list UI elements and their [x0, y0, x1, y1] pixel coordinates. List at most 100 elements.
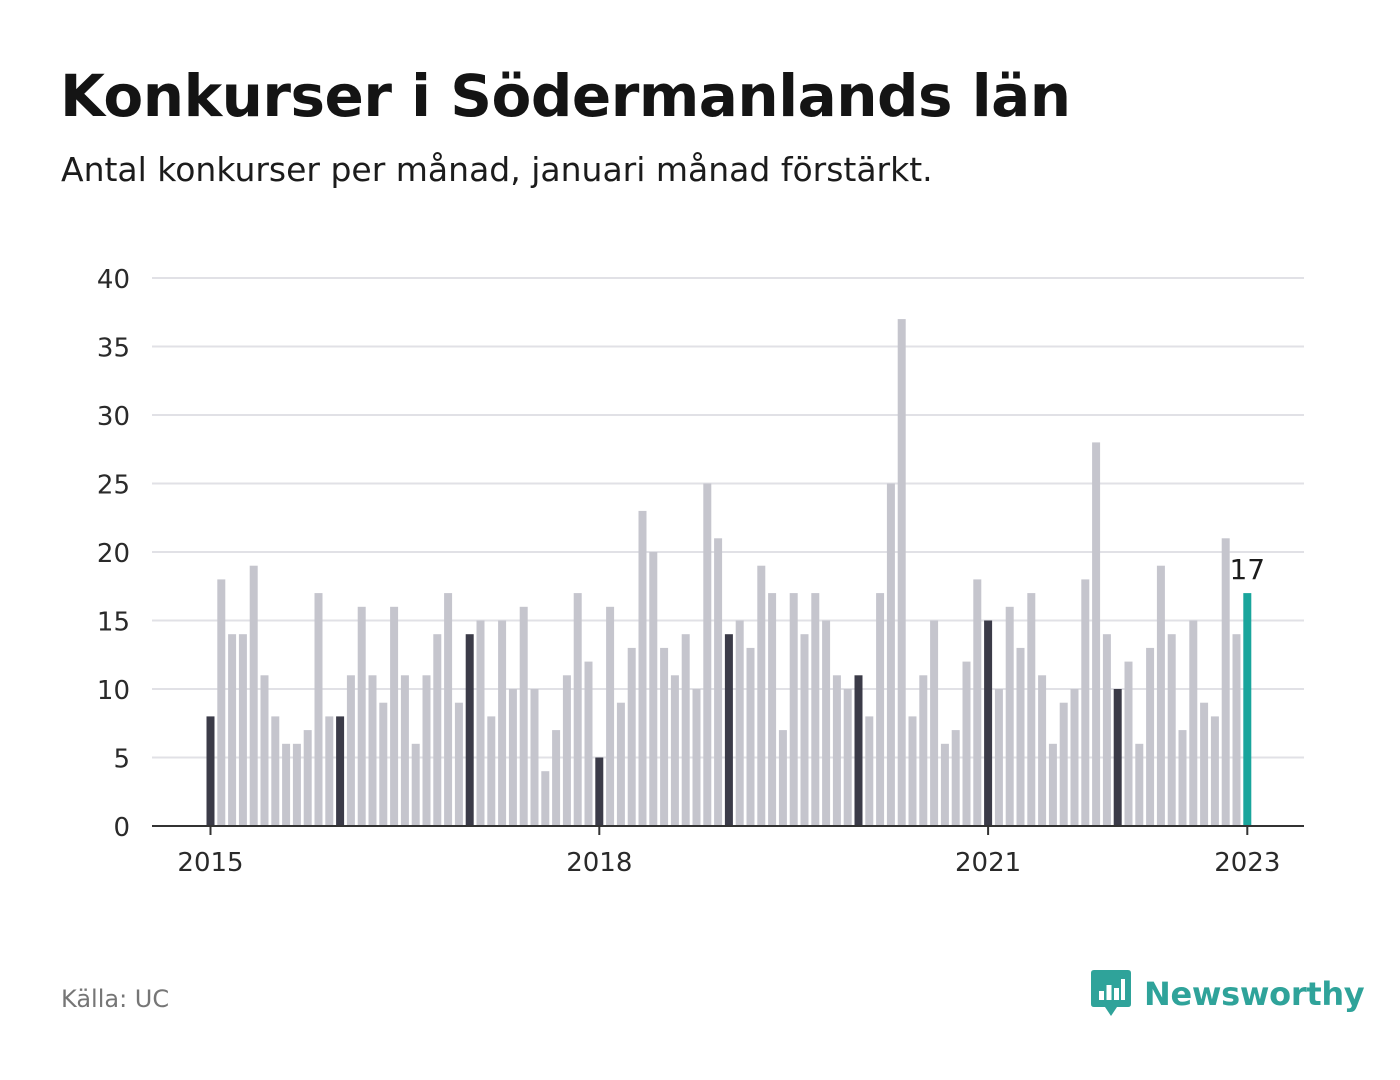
bar	[357, 606, 366, 826]
brand-logo-group[interactable]: Newsworthy	[1090, 968, 1365, 1020]
bar	[1070, 689, 1079, 826]
bar	[1092, 442, 1101, 826]
latest-value-label: 17	[1229, 553, 1265, 586]
bar	[454, 702, 463, 826]
bar	[1038, 675, 1047, 826]
y-tick-label: 30	[97, 402, 130, 432]
bar	[433, 634, 442, 826]
bar	[962, 661, 971, 826]
bar	[627, 647, 636, 826]
bar	[724, 634, 733, 826]
bar-latest	[1243, 593, 1252, 826]
bar	[811, 593, 820, 826]
bar	[681, 634, 690, 826]
bar	[994, 689, 1003, 826]
brand-name: Newsworthy	[1144, 975, 1365, 1013]
bar	[379, 702, 388, 826]
bar	[1200, 702, 1209, 826]
bar	[1167, 634, 1176, 826]
y-tick-label: 0	[113, 813, 130, 843]
bar	[314, 593, 323, 826]
bar	[1124, 661, 1133, 826]
bar	[336, 716, 345, 826]
bar	[865, 716, 874, 826]
bar	[249, 565, 258, 826]
bar	[670, 675, 679, 826]
bar	[595, 757, 604, 826]
y-tick-label: 15	[97, 608, 130, 638]
bar	[465, 634, 474, 826]
x-tick-label: 2015	[177, 848, 243, 878]
bar	[746, 647, 755, 826]
bar	[822, 620, 831, 826]
bar	[897, 319, 906, 826]
bar	[1016, 647, 1025, 826]
bar	[1005, 606, 1014, 826]
x-tick-label: 2023	[1214, 848, 1280, 878]
y-tick-label: 10	[97, 676, 130, 706]
y-tick-label: 40	[97, 265, 130, 295]
bar	[843, 689, 852, 826]
bar	[886, 483, 895, 826]
bar	[206, 716, 215, 826]
bar	[908, 716, 917, 826]
bar	[876, 593, 885, 826]
bar	[282, 743, 291, 826]
y-tick-label: 35	[97, 334, 130, 364]
bar	[714, 538, 723, 826]
bar	[1081, 579, 1090, 826]
bar	[541, 771, 550, 826]
bar	[1027, 593, 1036, 826]
bar	[584, 661, 593, 826]
bar	[238, 634, 247, 826]
x-tick-label: 2021	[955, 848, 1021, 878]
bar	[768, 593, 777, 826]
bar	[217, 579, 226, 826]
bar	[692, 689, 701, 826]
bar	[1135, 743, 1144, 826]
bar	[940, 743, 949, 826]
bar	[1232, 634, 1241, 826]
bar	[1210, 716, 1219, 826]
x-tick-label: 2018	[566, 848, 632, 878]
bar	[735, 620, 744, 826]
bar	[1189, 620, 1198, 826]
bar	[1102, 634, 1111, 826]
bar	[789, 593, 798, 826]
bar	[930, 620, 939, 826]
bar	[292, 743, 301, 826]
bar	[487, 716, 496, 826]
bar	[228, 634, 237, 826]
bar	[778, 730, 787, 826]
bar	[649, 552, 658, 826]
bar	[919, 675, 928, 826]
bar	[368, 675, 377, 826]
bar	[951, 730, 960, 826]
bar	[444, 593, 453, 826]
bar	[660, 647, 669, 826]
bar	[1221, 538, 1230, 826]
bar	[606, 606, 615, 826]
bar	[1178, 730, 1187, 826]
bar	[260, 675, 269, 826]
bar	[703, 483, 712, 826]
bar	[519, 606, 528, 826]
bar	[832, 675, 841, 826]
y-tick-label: 25	[97, 471, 130, 501]
bar	[1048, 743, 1057, 826]
source-credit: Källa: UC	[61, 985, 170, 1013]
bar	[800, 634, 809, 826]
bar	[422, 675, 431, 826]
bar	[303, 730, 312, 826]
bar	[1113, 689, 1122, 826]
bar	[530, 689, 539, 826]
y-tick-label: 5	[113, 745, 130, 775]
bar-chart-speech-bubble-icon	[1091, 970, 1131, 1016]
bar	[573, 593, 582, 826]
bar	[390, 606, 399, 826]
bar	[1156, 565, 1165, 826]
bar	[616, 702, 625, 826]
bar	[325, 716, 334, 826]
chart-title: Konkurser i Södermanlands län	[60, 62, 1071, 130]
